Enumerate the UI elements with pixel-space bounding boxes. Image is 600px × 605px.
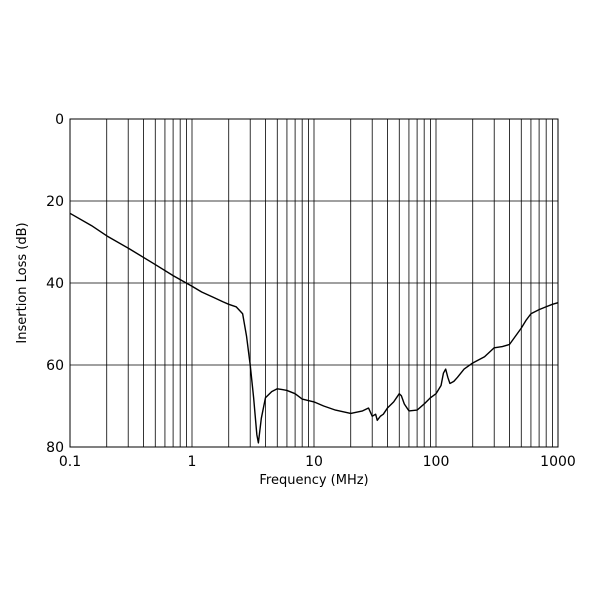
plot-frame <box>69 118 559 448</box>
insertion-loss-line <box>69 212 559 444</box>
tick-labels: 0.1 1 10 100 1000 0 20 40 60 80 <box>46 112 576 470</box>
x-tick-label: 10 <box>305 454 323 470</box>
x-tick-label: 0.1 <box>59 454 81 470</box>
plot-border <box>69 118 559 448</box>
y-tick-label: 20 <box>46 194 64 210</box>
grid-layer <box>69 118 559 448</box>
y-tick-label: 80 <box>46 440 64 456</box>
x-tick-label: 100 <box>423 454 450 470</box>
y-tick-label: 0 <box>55 112 64 128</box>
y-tick-label: 60 <box>46 358 64 374</box>
y-axis-title: Insertion Loss (dB) <box>15 222 30 343</box>
y-tick-label: 40 <box>46 276 64 292</box>
series-layer <box>69 212 559 444</box>
x-axis-title: Frequency (MHz) <box>259 473 368 488</box>
x-tick-label: 1000 <box>540 454 576 470</box>
x-tick-label: 1 <box>188 454 197 470</box>
